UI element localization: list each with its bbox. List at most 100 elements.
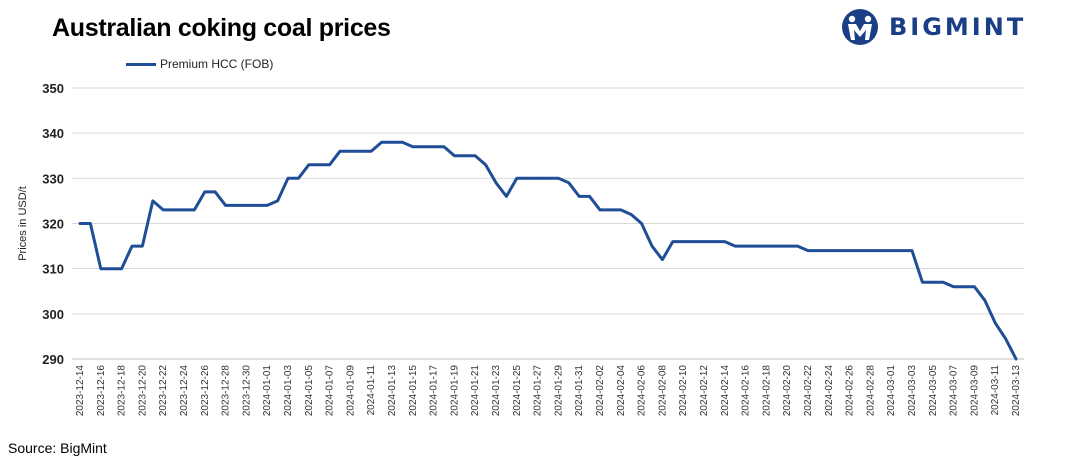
data-point (464, 155, 466, 157)
x-tick-label: 2024-03-05 (928, 365, 939, 417)
data-point (297, 177, 299, 179)
data-point (131, 245, 133, 247)
y-tick-label: 330 (42, 171, 64, 186)
data-point (214, 191, 216, 193)
x-tick-label: 2024-01-17 (429, 365, 440, 417)
x-tick-label: 2023-12-20 (137, 365, 148, 417)
bigmint-logo-text: BIGMINT (889, 13, 1027, 41)
data-point (121, 268, 123, 270)
x-tick-label: 2024-01-15 (408, 365, 419, 417)
data-point (557, 177, 560, 179)
y-tick-label: 290 (42, 352, 64, 367)
x-tick-label: 2024-02-14 (720, 365, 731, 417)
x-tick-label: 2024-01-21 (470, 365, 481, 417)
data-point (277, 200, 279, 202)
x-tick-label: 2024-03-01 (886, 365, 897, 417)
data-point (547, 177, 549, 179)
data-point (911, 250, 913, 252)
x-tick-label: 2024-02-22 (803, 365, 814, 417)
data-point (745, 245, 747, 247)
data-point (672, 240, 674, 243)
data-point (381, 141, 383, 143)
y-tick-label: 350 (42, 81, 64, 96)
y-tick-label: 320 (42, 217, 64, 232)
y-tick-label: 310 (42, 262, 64, 277)
data-point (339, 150, 341, 152)
x-tick-label: 2024-02-26 (845, 365, 856, 417)
data-point (349, 150, 351, 152)
data-point (849, 250, 851, 252)
x-tick-label: 2024-01-03 (283, 365, 294, 417)
x-tick-label: 2024-01-27 (533, 365, 544, 417)
data-point (245, 204, 247, 207)
chart-legend: Premium HCC (FOB) (126, 57, 273, 71)
data-point (485, 164, 487, 166)
data-point (537, 177, 539, 179)
x-tick-label: 2024-02-12 (699, 365, 710, 417)
data-point (609, 209, 612, 211)
x-tick-label: 2023-12-22 (158, 365, 169, 417)
x-tick-label: 2024-01-19 (449, 365, 460, 417)
data-point (724, 240, 726, 243)
data-point (287, 177, 289, 179)
legend-swatch (126, 62, 156, 66)
data-point (713, 240, 716, 243)
data-point (401, 141, 403, 143)
data-point (308, 164, 310, 166)
x-tick-label: 2024-01-01 (262, 365, 273, 417)
x-tick-label: 2024-02-08 (657, 365, 668, 417)
data-point (828, 250, 830, 252)
data-point (141, 245, 143, 247)
y-tick-label: 300 (42, 307, 64, 322)
data-point (152, 200, 154, 202)
x-tick-label: 2023-12-28 (221, 365, 232, 417)
data-point (360, 150, 362, 152)
x-tick-label: 2024-01-23 (491, 365, 502, 417)
x-tick-label: 2024-01-11 (366, 365, 377, 416)
x-tick-label: 2024-01-09 (345, 365, 356, 417)
data-point (942, 281, 944, 283)
data-point (453, 155, 455, 157)
data-point (651, 245, 653, 247)
x-tick-label: 2024-02-20 (782, 365, 793, 417)
x-tick-label: 2024-01-07 (325, 365, 336, 417)
data-point (973, 286, 976, 288)
x-tick-label: 2023-12-26 (200, 365, 211, 417)
data-point (984, 299, 986, 301)
data-point (807, 250, 809, 252)
data-point (526, 177, 528, 179)
x-tick-label: 2024-01-05 (304, 365, 315, 417)
data-point (620, 209, 622, 211)
x-tick-label: 2023-12-18 (117, 365, 128, 417)
data-point (173, 209, 175, 211)
data-point (880, 250, 882, 252)
y-axis-label: Prices in USD/t (17, 186, 29, 261)
data-point (505, 195, 507, 197)
data-point (765, 245, 768, 247)
data-point (786, 245, 788, 247)
data-point (266, 204, 268, 207)
data-point (1005, 338, 1007, 340)
data-point (495, 182, 497, 184)
data-point (838, 250, 840, 252)
x-tick-label: 2024-03-09 (969, 365, 980, 417)
x-tick-label: 2024-02-02 (595, 365, 606, 417)
x-tick-label: 2024-01-13 (387, 365, 398, 417)
y-tick-label: 340 (42, 126, 64, 141)
data-point (370, 150, 372, 152)
data-point (869, 250, 872, 252)
x-tick-label: 2024-01-25 (512, 365, 523, 417)
x-tick-label: 2024-02-04 (616, 365, 627, 417)
x-tick-label: 2024-03-03 (907, 365, 918, 417)
data-point (433, 146, 435, 148)
data-point (890, 250, 892, 252)
data-point (776, 245, 778, 247)
data-point (641, 222, 643, 225)
data-point (516, 177, 518, 179)
x-tick-label: 2024-02-24 (824, 365, 835, 417)
x-tick-label: 2024-02-28 (865, 365, 876, 417)
data-point (589, 195, 591, 197)
data-point (318, 164, 320, 166)
data-point (963, 286, 965, 288)
